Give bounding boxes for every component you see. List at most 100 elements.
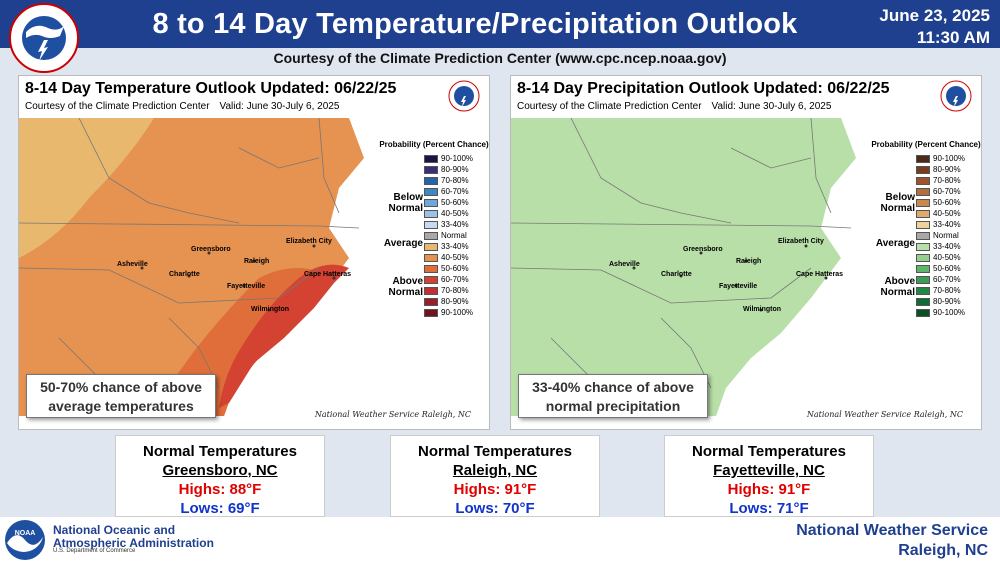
legend-row: 70-80% bbox=[916, 176, 961, 186]
normals-fayetteville: Normal Temperatures Fayetteville, NC Hig… bbox=[664, 435, 874, 517]
legend-swatch bbox=[424, 253, 438, 262]
legend-swatch bbox=[916, 187, 930, 196]
legend-label: 50-60% bbox=[933, 264, 961, 273]
legend-average-label: Average bbox=[875, 238, 915, 249]
legend-label: 80-90% bbox=[441, 297, 469, 306]
legend-row: 50-60% bbox=[424, 264, 469, 274]
legend-label: 70-80% bbox=[933, 286, 961, 295]
legend-swatch bbox=[916, 231, 930, 240]
normals-highs: Highs: 91°F bbox=[453, 481, 537, 498]
legend-label: 90-100% bbox=[933, 308, 966, 317]
legend-row: 50-60% bbox=[916, 198, 961, 208]
legend-label: 50-60% bbox=[441, 198, 469, 207]
legend-swatch bbox=[916, 209, 930, 218]
legend-row: 33-40% bbox=[916, 242, 961, 252]
normals-highs: Highs: 88°F bbox=[178, 481, 262, 498]
noaa-line1: National Oceanic and bbox=[53, 523, 176, 537]
legend-swatch bbox=[916, 297, 930, 306]
precip-panel-title: 8-14 Day Precipitation Outlook Updated: … bbox=[517, 80, 890, 97]
legend-label: 70-80% bbox=[441, 286, 469, 295]
precipitation-outlook-panel: 8-14 Day Precipitation Outlook Updated: … bbox=[510, 75, 982, 430]
legend-label: 70-80% bbox=[441, 176, 469, 185]
city-cape-hatteras: Cape Hatteras bbox=[796, 271, 843, 278]
footer-bar bbox=[0, 517, 1000, 562]
legend-swatch bbox=[424, 198, 438, 207]
legend-swatch bbox=[916, 198, 930, 207]
legend-above-label: Above Normal bbox=[388, 276, 423, 298]
legend-label: 33-40% bbox=[933, 220, 961, 229]
legend-row: 60-70% bbox=[424, 187, 469, 197]
city-raleigh: Raleigh bbox=[736, 258, 761, 265]
legend-label: 40-50% bbox=[933, 253, 961, 262]
normals-heading: Normal Temperatures bbox=[418, 443, 572, 460]
legend-average-label: Average bbox=[383, 238, 423, 249]
legend-swatch bbox=[916, 220, 930, 229]
legend-row: 70-80% bbox=[424, 286, 469, 296]
city-fayetteville: Fayetteville bbox=[227, 283, 265, 290]
legend-row: 33-40% bbox=[916, 220, 961, 230]
page-subtitle: Courtesy of the Climate Prediction Cente… bbox=[273, 50, 727, 66]
noaa-name: National Oceanic and Atmospheric Adminis… bbox=[53, 524, 214, 550]
city-greensboro: Greensboro bbox=[683, 246, 723, 253]
legend-row: 40-50% bbox=[424, 209, 469, 219]
legend-row: 80-90% bbox=[916, 297, 961, 307]
legend-label: 40-50% bbox=[441, 253, 469, 262]
legend-label: 60-70% bbox=[441, 275, 469, 284]
legend-label: Normal bbox=[933, 231, 959, 240]
legend-swatch bbox=[424, 264, 438, 273]
normals-highs: Highs: 91°F bbox=[727, 481, 811, 498]
precip-courtesy: Courtesy of the Climate Prediction Cente… bbox=[517, 101, 702, 112]
legend-row: 90-100% bbox=[916, 154, 965, 164]
legend-row: Normal bbox=[424, 231, 467, 241]
legend-swatch bbox=[424, 209, 438, 218]
legend-swatch bbox=[424, 231, 438, 240]
legend-row: 33-40% bbox=[424, 242, 469, 252]
precip-valid: Valid: June 30-July 6, 2025 bbox=[711, 101, 832, 112]
temp-panel-title: 8-14 Day Temperature Outlook Updated: 06… bbox=[25, 80, 397, 97]
date-text: June 23, 2025 bbox=[879, 6, 990, 25]
legend-swatch bbox=[424, 286, 438, 295]
legend-label: Normal bbox=[441, 231, 467, 240]
city-wilmington: Wilmington bbox=[743, 306, 781, 313]
nws-small-logo-icon bbox=[940, 80, 972, 112]
city-fayetteville: Fayetteville bbox=[719, 283, 757, 290]
legend-label: 90-100% bbox=[933, 154, 966, 163]
normals-heading: Normal Temperatures bbox=[692, 443, 846, 460]
city-elizabeth-city: Elizabeth City bbox=[778, 238, 824, 245]
legend-row: 33-40% bbox=[424, 220, 469, 230]
legend-label: 33-40% bbox=[441, 242, 469, 251]
temp-callout: 50-70% chance of above average temperatu… bbox=[26, 374, 216, 418]
legend-row: 90-100% bbox=[916, 308, 965, 318]
legend-below-label: Below Normal bbox=[388, 192, 423, 214]
nws-line1: National Weather Service bbox=[796, 522, 988, 539]
normals-city: Greensboro, NC bbox=[162, 462, 278, 479]
legend-row: 60-70% bbox=[916, 187, 961, 197]
temp-courtesy: Courtesy of the Climate Prediction Cente… bbox=[25, 101, 210, 112]
legend-swatch bbox=[916, 264, 930, 273]
legend-swatch bbox=[424, 275, 438, 284]
legend-row: 80-90% bbox=[916, 165, 961, 175]
noaa-logo-text: NOAA bbox=[15, 530, 36, 537]
legend-row: 40-50% bbox=[424, 253, 469, 263]
legend-row: 70-80% bbox=[916, 286, 961, 296]
legend-swatch bbox=[916, 275, 930, 284]
city-charlotte: Charlotte bbox=[169, 271, 200, 278]
legend-title: Probability (Percent Chance) bbox=[871, 140, 981, 149]
legend-row: 90-100% bbox=[424, 154, 473, 164]
legend-label: 80-90% bbox=[441, 165, 469, 174]
nws-office: National Weather Service Raleigh, NC bbox=[760, 521, 988, 561]
nws-small-logo-icon bbox=[448, 80, 480, 112]
legend-swatch bbox=[424, 176, 438, 185]
normals-greensboro: Normal Temperatures Greensboro, NC Highs… bbox=[115, 435, 325, 517]
precip-callout-line2: normal precipitation bbox=[545, 398, 681, 414]
page-title: 8 to 14 Day Temperature/Precipitation Ou… bbox=[152, 8, 798, 40]
legend-label: 50-60% bbox=[933, 198, 961, 207]
legend-swatch bbox=[424, 242, 438, 251]
legend-row: 80-90% bbox=[424, 165, 469, 175]
city-cape-hatteras: Cape Hatteras bbox=[304, 271, 351, 278]
legend-label: 90-100% bbox=[441, 308, 474, 317]
legend-swatch bbox=[424, 308, 438, 317]
city-wilmington: Wilmington bbox=[251, 306, 289, 313]
legend-above-label: Above Normal bbox=[880, 276, 915, 298]
header-bar bbox=[0, 0, 1000, 48]
